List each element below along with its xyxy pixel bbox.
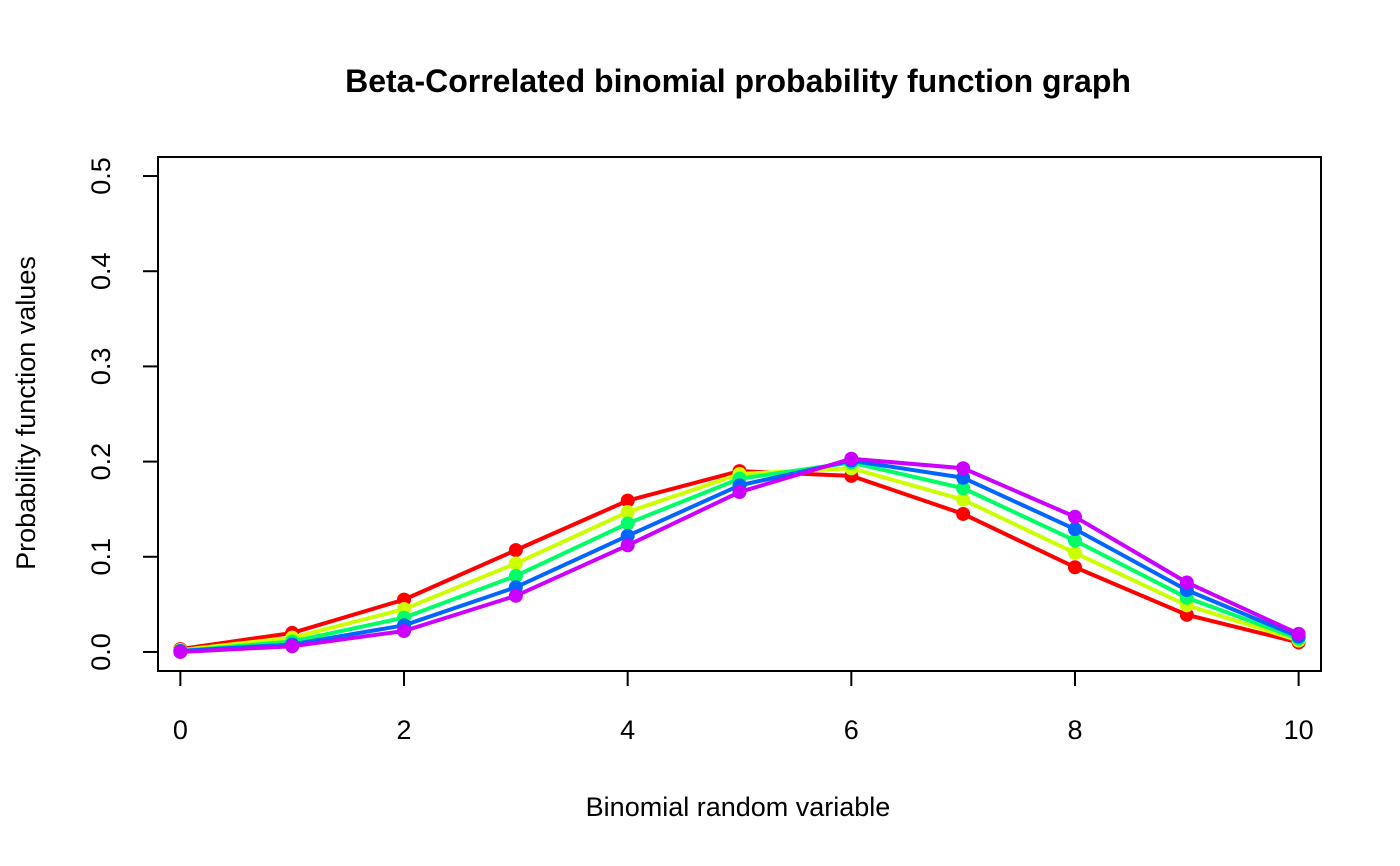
data-point	[508, 588, 523, 603]
x-tick-label: 6	[844, 715, 859, 745]
data-point	[1291, 626, 1306, 641]
y-tick-label: 0.1	[86, 538, 116, 576]
chart-title: Beta-Correlated binomial probability fun…	[345, 63, 1131, 99]
data-point	[956, 481, 971, 496]
data-point	[732, 485, 747, 500]
y-tick-label: 0.5	[86, 157, 116, 195]
series-5	[173, 451, 1306, 659]
data-point	[1067, 560, 1082, 575]
data-point	[1067, 509, 1082, 524]
data-point	[508, 543, 523, 558]
y-tick-label: 0.3	[86, 348, 116, 386]
y-axis: 0.0 0.1 0.2 0.3 0.4 0.5	[86, 157, 159, 671]
x-tick-label: 10	[1284, 715, 1314, 745]
data-point	[956, 492, 971, 507]
data-point	[1179, 575, 1194, 590]
y-tick-label: 0.2	[86, 443, 116, 481]
data-point	[956, 461, 971, 476]
data-point	[844, 451, 859, 466]
data-point	[620, 538, 635, 553]
x-axis-label: Binomial random variable	[586, 792, 891, 822]
data-point	[508, 568, 523, 583]
y-tick-label: 0.4	[86, 252, 116, 290]
plot-frame	[157, 156, 1322, 672]
series-4	[173, 453, 1306, 659]
x-tick-label: 2	[397, 715, 412, 745]
data-point	[508, 556, 523, 571]
y-tick-label: 0.0	[86, 633, 116, 671]
data-point	[956, 506, 971, 521]
data-point	[397, 624, 412, 639]
data-point	[620, 493, 635, 508]
data-point	[1067, 533, 1082, 548]
x-tick-label: 0	[173, 715, 188, 745]
data-point	[285, 639, 300, 654]
series-group	[173, 451, 1306, 659]
data-point	[1067, 545, 1082, 560]
x-axis: 0 2 4 6 8 10	[173, 670, 1314, 745]
x-tick-label: 4	[620, 715, 635, 745]
x-tick-label: 8	[1067, 715, 1082, 745]
data-point	[1067, 522, 1082, 537]
y-axis-label: Probability function values	[11, 256, 41, 570]
data-point	[620, 505, 635, 520]
data-point	[620, 516, 635, 531]
data-point	[173, 644, 188, 659]
